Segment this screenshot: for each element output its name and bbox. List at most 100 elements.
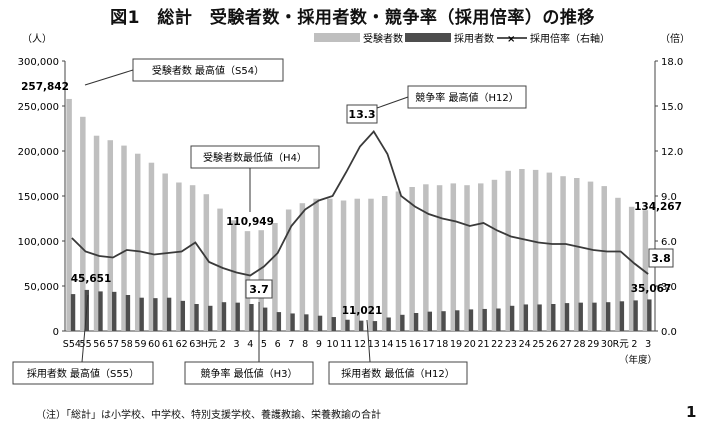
bar-applicants — [354, 198, 360, 331]
bar-applicants — [107, 140, 114, 331]
callout-label: 受験者数 最高値（S54） — [152, 64, 264, 77]
line-competition-ratio — [71, 130, 649, 277]
x-tick-label: 18 — [436, 339, 448, 350]
callout-label: 競争率 最低値（H3） — [200, 367, 297, 380]
right-tick-label: 6.0 — [661, 237, 677, 248]
x-tick-label: 21 — [477, 339, 489, 350]
callout-box — [190, 145, 320, 169]
callout-box — [184, 361, 314, 385]
x-tick-label: 62 — [176, 339, 188, 350]
bar-applicants — [436, 185, 443, 331]
x-tick-label: 8 — [302, 339, 308, 350]
x-tick-label: H元 — [201, 339, 218, 350]
x-tick-label: 10 — [327, 339, 339, 350]
x-tick-label: 16 — [409, 339, 421, 350]
right-tick-label: 18.0 — [661, 57, 683, 68]
legend-label-ratio: 採用倍率（右軸） — [530, 32, 610, 45]
x-tick-label: 3 — [645, 339, 651, 350]
x-tick-label: 60 — [148, 339, 160, 350]
bar-hires — [98, 291, 103, 331]
right-tick-label: 9.0 — [661, 192, 677, 203]
bar-applicants — [313, 198, 319, 331]
bar-applicants — [423, 184, 429, 331]
bar-hires — [482, 308, 487, 331]
bar-hires — [619, 301, 625, 331]
x-tick-label: 20 — [464, 339, 476, 350]
bar-hires — [386, 317, 391, 331]
right-tick-label: 12.0 — [661, 147, 683, 158]
bar-hires — [605, 302, 611, 331]
x-tick-label: 13 — [368, 339, 380, 350]
bar-applicants — [560, 176, 566, 331]
bar-hires — [249, 304, 254, 331]
bar-applicants — [505, 170, 511, 331]
callout-label: 競争率 最高値（H12） — [415, 91, 518, 104]
right-tick-label: 0.0 — [661, 327, 677, 338]
bar-hires — [551, 304, 556, 331]
x-tick-label: 63 — [189, 339, 201, 350]
data-label: 134,267 — [634, 201, 682, 213]
bar-applicants — [532, 169, 539, 331]
bar-applicants — [340, 200, 347, 331]
bar-applicants — [381, 196, 388, 331]
data-label: 3.8 — [651, 252, 671, 265]
bar-applicants — [546, 172, 553, 331]
bar-applicants — [491, 179, 498, 331]
data-label: 3.7 — [249, 283, 269, 296]
x-tick-label: 28 — [573, 339, 585, 350]
data-label: 35,067 — [631, 283, 672, 295]
bar-applicants — [395, 191, 402, 331]
legend-swatch-ratio-marker: × — [507, 34, 515, 45]
bar-hires — [647, 299, 652, 331]
left-tick-label: 0 — [53, 327, 59, 338]
x-tick-label: 19 — [450, 339, 462, 350]
x-tick-label: 55 — [80, 339, 92, 350]
bar-hires — [194, 304, 199, 331]
data-label-box — [245, 279, 273, 299]
legend-label-hires: 採用者数 — [454, 32, 494, 45]
right-tick-label: 15.0 — [661, 102, 683, 113]
bar-hires — [221, 302, 227, 331]
bar-hires — [139, 297, 144, 331]
bar-hires — [468, 309, 474, 331]
bar-hires — [166, 297, 172, 331]
bar-applicants — [368, 198, 374, 331]
callout-label: 採用者数 最高値（S55） — [27, 367, 139, 380]
x-tick-label: 7 — [288, 339, 294, 350]
x-tick-label: 2 — [631, 339, 637, 350]
x-tick-label: 61 — [162, 339, 174, 350]
x-tick-label: S54 — [63, 339, 81, 350]
callout-leader — [84, 69, 134, 86]
x-tick-label: 5 — [261, 339, 267, 350]
x-tick-label: 15 — [395, 339, 407, 350]
bar-hires — [400, 314, 405, 331]
data-label-box — [346, 104, 378, 124]
x-tick-label: 23 — [505, 339, 517, 350]
bar-applicants — [519, 169, 525, 331]
bar-applicants — [574, 178, 580, 331]
left-tick-label: 150,000 — [18, 192, 59, 203]
bar-applicants — [162, 173, 168, 331]
x-tick-label: 25 — [532, 339, 544, 350]
x-tick-label: 58 — [121, 339, 133, 350]
data-label-box — [648, 248, 674, 268]
x-tick-label: 9 — [316, 339, 322, 350]
chart-title: 図1 総計 受験者数・採用者数・競争率（採用倍率）の推移 — [110, 8, 595, 28]
x-tick-label: 59 — [134, 339, 146, 350]
bar-applicants — [121, 145, 127, 331]
bar-hires — [276, 312, 282, 331]
bar-hires — [153, 298, 158, 331]
bar-hires — [413, 313, 419, 331]
bar-hires — [180, 300, 186, 331]
callout-box — [328, 361, 468, 385]
footnote: （注）「総計」は小学校、中学校、特別支援学校、養護教諭、栄養教諭の合計 — [36, 410, 381, 421]
bar-applicants — [642, 210, 649, 331]
bar-applicants — [66, 98, 72, 331]
x-tick-label: 24 — [519, 339, 531, 350]
data-label: 13.3 — [348, 108, 375, 121]
x-tick-label: 22 — [491, 339, 503, 350]
left-tick-label: 100,000 — [18, 237, 59, 248]
bar-applicants — [231, 220, 237, 331]
